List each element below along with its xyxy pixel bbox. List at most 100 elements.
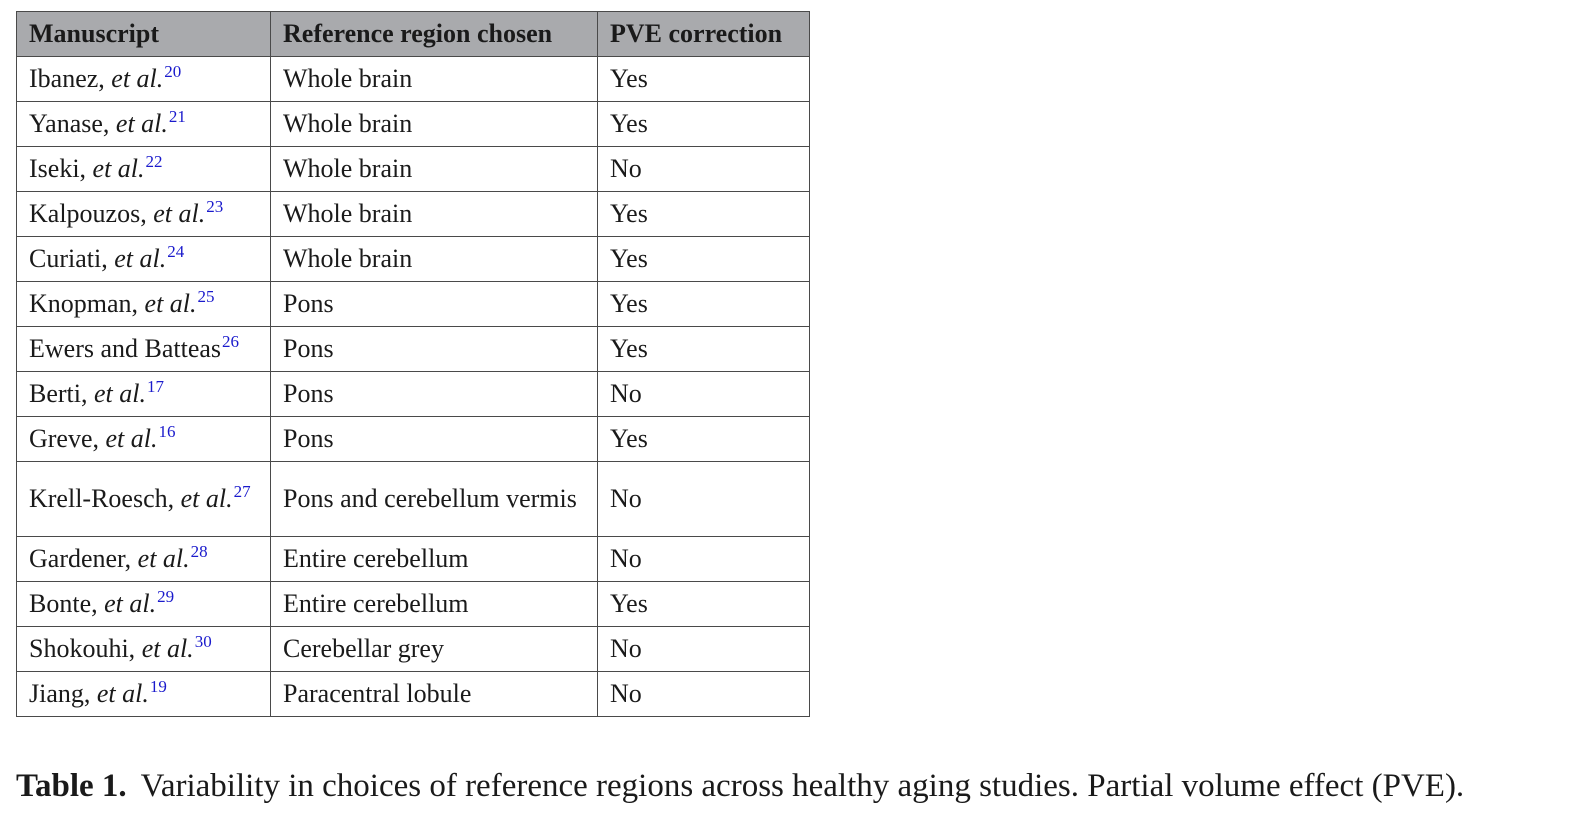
cell-pve-correction: Yes <box>597 326 810 372</box>
cell-manuscript: Gardener, et al.28 <box>16 536 271 582</box>
cell-pve-correction: Yes <box>597 416 810 462</box>
et-al: et al. <box>141 634 194 663</box>
table-body: Ibanez, et al.20 Whole brain Yes Yanase, et… <box>16 56 810 717</box>
et-al: et al. <box>96 679 149 708</box>
cell-manuscript: Curiati, et al.24 <box>16 236 271 282</box>
cell-reference-region: Pons and cerebellum vermis <box>270 461 598 537</box>
cell-pve-correction: Yes <box>597 281 810 327</box>
table-caption: Table 1. Variability in choices of refere… <box>16 766 1464 806</box>
cell-manuscript: Krell-Roesch, et al.27 <box>16 461 271 537</box>
cell-pve-correction: No <box>597 146 810 192</box>
table-row: Berti, et al.17 Pons No <box>16 371 810 417</box>
cell-pve-correction: Yes <box>597 191 810 237</box>
table-row: Iseki, et al.22 Whole brain No <box>16 146 810 192</box>
cell-manuscript: Bonte, et al.29 <box>16 581 271 627</box>
cell-reference-region: Whole brain <box>270 191 598 237</box>
cell-manuscript: Berti, et al.17 <box>16 371 271 417</box>
table-row: Kalpouzos, et al.23 Whole brain Yes <box>16 191 810 237</box>
cell-manuscript: Jiang, et al.19 <box>16 671 271 717</box>
cell-pve-correction: No <box>597 626 810 672</box>
author-name: Shokouhi, <box>29 634 142 663</box>
reference-link[interactable]: 17 <box>147 377 164 396</box>
et-al: et al. <box>111 64 164 93</box>
cell-reference-region: Pons <box>270 281 598 327</box>
cell-reference-region: Paracentral lobule <box>270 671 598 717</box>
cell-reference-region: Entire cerebellum <box>270 536 598 582</box>
et-al: et al. <box>114 244 167 273</box>
cell-reference-region: Pons <box>270 416 598 462</box>
author-name: Gardener, <box>29 544 138 573</box>
reference-link[interactable]: 29 <box>157 587 175 606</box>
cell-pve-correction: Yes <box>597 101 810 147</box>
cell-pve-correction: Yes <box>597 581 810 627</box>
et-al: et al. <box>144 289 197 318</box>
table-row: Greve, et al.16 Pons Yes <box>16 416 810 462</box>
cell-manuscript: Kalpouzos, et al.23 <box>16 191 271 237</box>
cell-manuscript: Yanase, et al.21 <box>16 101 271 147</box>
reference-link[interactable]: 23 <box>206 197 224 216</box>
et-al: et al. <box>180 484 233 513</box>
et-al: et al. <box>94 379 146 408</box>
reference-link[interactable]: 16 <box>158 422 176 441</box>
et-al: et al. <box>92 154 145 183</box>
reference-link[interactable]: 21 <box>168 107 186 126</box>
et-al: et al. <box>115 109 168 138</box>
cell-manuscript: Ibanez, et al.20 <box>16 56 271 102</box>
cell-reference-region: Whole brain <box>270 56 598 102</box>
cell-manuscript: Iseki, et al.22 <box>16 146 271 192</box>
cell-pve-correction: Yes <box>597 56 810 102</box>
cell-manuscript: Knopman, et al.25 <box>16 281 271 327</box>
author-name: Knopman, <box>29 289 145 318</box>
et-al: et al. <box>153 199 206 228</box>
cell-reference-region: Cerebellar grey <box>270 626 598 672</box>
author-name: Ewers and Batteas <box>29 334 222 363</box>
reference-regions-table: Manuscript Reference region chosen PVE c… <box>16 11 810 717</box>
cell-manuscript: Greve, et al.16 <box>16 416 271 462</box>
cell-reference-region: Pons <box>270 371 598 417</box>
table-row: Gardener, et al.28 Entire cerebellum No <box>16 536 810 582</box>
table-row: Knopman, et al.25 Pons Yes <box>16 281 810 327</box>
table-row: Ewers and Batteas26 Pons Yes <box>16 326 810 372</box>
table-row: Curiati, et al.24 Whole brain Yes <box>16 236 810 282</box>
author-name: Curiati, <box>29 244 115 273</box>
header-pve-correction: PVE correction <box>597 11 810 57</box>
reference-link[interactable]: 27 <box>233 482 251 501</box>
table-row: Ibanez, et al.20 Whole brain Yes <box>16 56 810 102</box>
reference-link[interactable]: 28 <box>190 542 208 561</box>
table-header-row: Manuscript Reference region chosen PVE c… <box>16 11 810 57</box>
cell-pve-correction: No <box>597 536 810 582</box>
author-name: Yanase, <box>29 109 116 138</box>
cell-manuscript: Shokouhi, et al.30 <box>16 626 271 672</box>
reference-link[interactable]: 19 <box>149 677 167 696</box>
caption-text: Variability in choices of reference regi… <box>140 768 1465 804</box>
cell-reference-region: Pons <box>270 326 598 372</box>
author-name: Krell-Roesch, <box>29 484 181 513</box>
cell-pve-correction: No <box>597 371 810 417</box>
reference-link[interactable]: 22 <box>145 152 163 171</box>
author-name: Bonte, <box>29 589 105 618</box>
reference-link[interactable]: 30 <box>194 632 212 651</box>
cell-reference-region: Whole brain <box>270 146 598 192</box>
table-row: Jiang, et al.19 Paracentral lobule No <box>16 671 810 717</box>
header-manuscript: Manuscript <box>16 11 271 57</box>
table-row: Yanase, et al.21 Whole brain Yes <box>16 101 810 147</box>
author-name: Berti, <box>29 379 94 408</box>
author-name: Kalpouzos, <box>29 199 154 228</box>
reference-link[interactable]: 26 <box>222 332 240 351</box>
cell-manuscript: Ewers and Batteas26 <box>16 326 271 372</box>
reference-link[interactable]: 24 <box>167 242 185 261</box>
cell-reference-region: Whole brain <box>270 236 598 282</box>
caption-label: Table 1. <box>16 768 127 804</box>
author-name: Greve, <box>29 424 106 453</box>
et-al: et al. <box>137 544 190 573</box>
cell-reference-region: Whole brain <box>270 101 598 147</box>
reference-link[interactable]: 25 <box>197 287 215 306</box>
et-al: et al. <box>104 589 157 618</box>
table-row: Bonte, et al.29 Entire cerebellum Yes <box>16 581 810 627</box>
cell-pve-correction: Yes <box>597 236 810 282</box>
reference-link[interactable]: 20 <box>164 62 182 81</box>
cell-pve-correction: No <box>597 671 810 717</box>
author-name: Ibanez, <box>29 64 112 93</box>
et-al: et al. <box>105 424 158 453</box>
author-name: Jiang, <box>29 679 97 708</box>
